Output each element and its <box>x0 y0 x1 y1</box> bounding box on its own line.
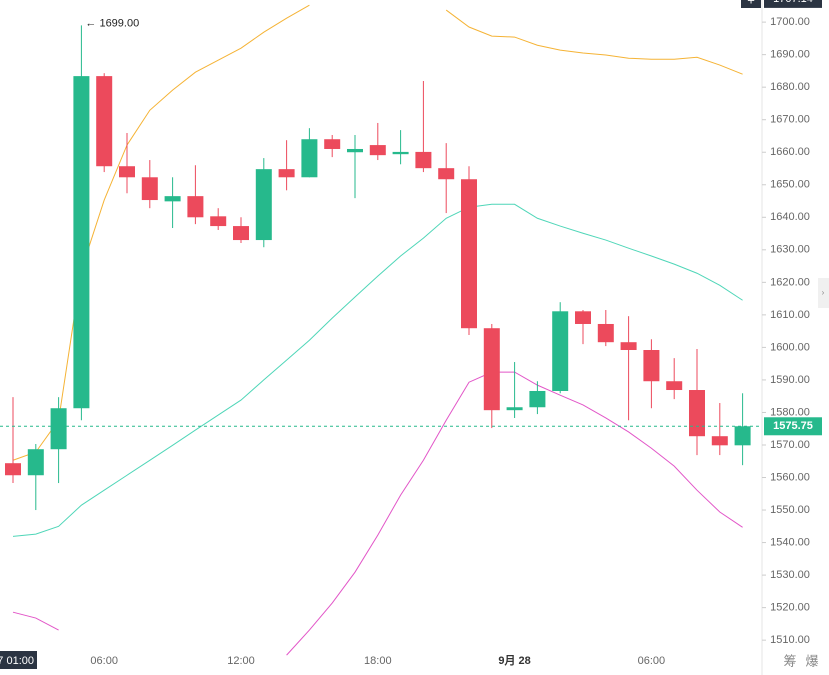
top-price-label: 1707.14 <box>773 0 813 5</box>
candle-body <box>278 169 295 178</box>
candle-body <box>620 342 637 351</box>
footer-icon: 爆 <box>805 653 818 668</box>
x-tick-label: 06:00 <box>638 655 666 667</box>
y-tick-label: 1560.00 <box>770 471 810 483</box>
candle-body <box>233 226 249 241</box>
candle-body <box>392 151 409 155</box>
candle-body <box>73 76 90 409</box>
y-tick-label: 1630.00 <box>770 244 810 256</box>
y-tick-label: 1510.00 <box>770 634 810 646</box>
candle-body <box>438 168 455 180</box>
last-price-label: 1575.75 <box>773 420 813 432</box>
y-tick-label: 1640.00 <box>770 211 810 223</box>
add-button[interactable] <box>741 0 761 8</box>
candle-body <box>255 169 272 241</box>
y-tick-label: 1590.00 <box>770 374 810 386</box>
candle-body <box>347 148 363 153</box>
y-tick-label: 1550.00 <box>770 504 810 516</box>
y-tick-label: 1530.00 <box>770 569 810 581</box>
candle-body <box>27 449 44 476</box>
y-tick-label: 1670.00 <box>770 114 810 126</box>
footer-icon: 筹 <box>783 653 796 668</box>
y-tick-label: 1690.00 <box>770 49 810 61</box>
high-annotation: ← 1699.00 <box>85 17 139 29</box>
x-tick-label: 9月 28 <box>498 654 530 667</box>
candle-body <box>529 390 546 408</box>
y-tick-label: 1620.00 <box>770 276 810 288</box>
top-price-box <box>764 0 822 8</box>
plot-area <box>5 4 751 656</box>
y-tick-label: 1570.00 <box>770 439 810 451</box>
candle-body <box>415 151 432 169</box>
candle-body <box>301 139 318 178</box>
candle-body <box>643 350 660 382</box>
x-tick-label: 18:00 <box>364 655 392 667</box>
candle-body <box>210 216 227 227</box>
side-tab[interactable] <box>818 278 829 308</box>
crosshair-box <box>0 651 37 669</box>
last-price-box <box>764 417 822 436</box>
candle-body <box>483 328 500 411</box>
candle-body <box>666 381 683 391</box>
candle-body <box>689 390 705 437</box>
band-line <box>12 4 743 461</box>
candle-body <box>369 145 386 156</box>
y-tick-label: 1580.00 <box>770 406 810 418</box>
candle-body <box>324 139 341 149</box>
candle-body <box>50 408 67 450</box>
candle-body <box>711 436 728 446</box>
candle-body <box>597 323 614 343</box>
y-tick-label: 1650.00 <box>770 179 810 191</box>
crosshair-label: 7 01:00 <box>0 655 34 667</box>
y-tick-label: 1600.00 <box>770 341 810 353</box>
add-icon[interactable]: + <box>747 0 755 7</box>
candle-body <box>575 311 591 324</box>
y-tick-label: 1610.00 <box>770 309 810 321</box>
side-tab-icon[interactable]: › <box>822 288 825 297</box>
candle-body <box>96 76 113 167</box>
candle-body <box>506 407 523 411</box>
y-tick-label: 1680.00 <box>770 81 810 93</box>
candle-body <box>461 179 477 329</box>
candle-body <box>187 196 204 218</box>
candle-body <box>552 311 569 391</box>
band-line <box>12 203 743 537</box>
y-tick-label: 1540.00 <box>770 536 810 548</box>
y-tick-label: 1660.00 <box>770 146 810 158</box>
candle-body <box>119 166 135 178</box>
x-tick-label: 06:00 <box>90 655 118 667</box>
y-tick-label: 1520.00 <box>770 602 810 614</box>
candle-body <box>164 196 181 202</box>
candle-body <box>141 177 158 201</box>
x-tick-label: 12:00 <box>227 655 255 667</box>
candle-body <box>5 463 21 476</box>
candle-body <box>734 426 751 446</box>
y-tick-label: 1700.00 <box>770 16 810 28</box>
